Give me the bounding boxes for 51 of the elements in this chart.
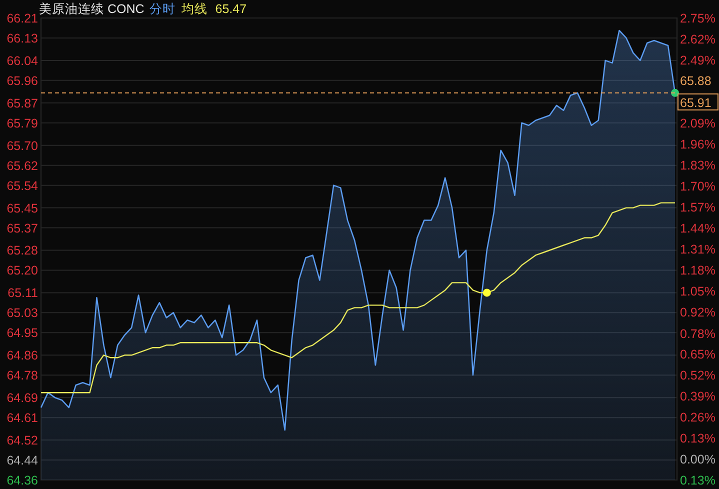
y2-tick-label: 1.96% [680, 138, 716, 152]
y2-tick-label: 2.75% [680, 12, 716, 26]
line-series [40, 202, 676, 394]
y2-tick-label: 0.26% [680, 410, 716, 424]
y-tick-label: 65.37 [6, 221, 38, 236]
y-tick-label: 64.95 [6, 326, 38, 340]
y2-tick-label: 1.70% [680, 180, 716, 194]
y2-tick-label: 0.13% [680, 431, 716, 446]
y2-tick-label: 2.09% [680, 116, 716, 131]
y-tick-label: 66.21 [6, 12, 38, 26]
y-tick-label: 64.86 [6, 348, 38, 363]
y-tick-label: 65.03 [6, 306, 38, 320]
y2-tick-label: 1.05% [680, 284, 716, 298]
y-tick-label: 64.78 [6, 368, 38, 383]
y2-tick-label: 2.49% [680, 54, 716, 68]
y2-tick-label: 0.39% [680, 389, 716, 404]
y-tick-label: 65.54 [6, 178, 38, 193]
text: 65.47 [215, 2, 247, 16]
text: 分时 [149, 2, 176, 16]
chart-title: 美原油连续 CONC [39, 1, 144, 16]
y-tick-label: 64.52 [6, 434, 38, 448]
y2-tick-label: 1.31% [680, 242, 716, 256]
y-tick-label: 64.36 [6, 474, 38, 488]
y2-tick-label: 1.57% [680, 200, 716, 215]
y2-tick-label: 1.18% [680, 263, 716, 278]
y-tick-label: 65.79 [6, 116, 38, 130]
y2-tick-label: 1.83% [680, 158, 716, 173]
y2-tick-label: 1.44% [680, 221, 716, 236]
y2-tick-label: 0.13% [680, 474, 716, 488]
y-tick-label: 65.28 [6, 244, 38, 258]
y-tick-label: 64.61 [6, 411, 38, 426]
y-tick-label: 65.87 [6, 96, 38, 110]
y-tick-label: 65.62 [6, 158, 38, 173]
y2-tick-label: 0.52% [680, 368, 716, 382]
y2-tick-label: 0.78% [680, 326, 716, 341]
y-tick-label: 65.70 [6, 138, 38, 153]
y-tick-label: 66.04 [6, 54, 38, 68]
y-tick-label: 64.69 [6, 391, 38, 406]
y-tick-label: 66.13 [6, 31, 38, 46]
text: 65.88 [680, 74, 712, 88]
ref-line-label: 65.91 [680, 96, 712, 110]
y-tick-label: 65.20 [6, 264, 38, 278]
y-tick-label: 65.45 [6, 201, 38, 216]
text: 均线 [180, 2, 208, 16]
y2-tick-label: 0.00% [680, 452, 716, 466]
y-tick-label: 65.11 [8, 286, 38, 300]
y2-tick-label: 0.92% [680, 305, 716, 320]
y2-tick-label: 2.62% [680, 32, 716, 47]
y-tick-label: 64.44 [6, 454, 38, 468]
y2-tick-label: 0.65% [680, 347, 716, 362]
y-tick-label: 65.96 [6, 74, 38, 88]
